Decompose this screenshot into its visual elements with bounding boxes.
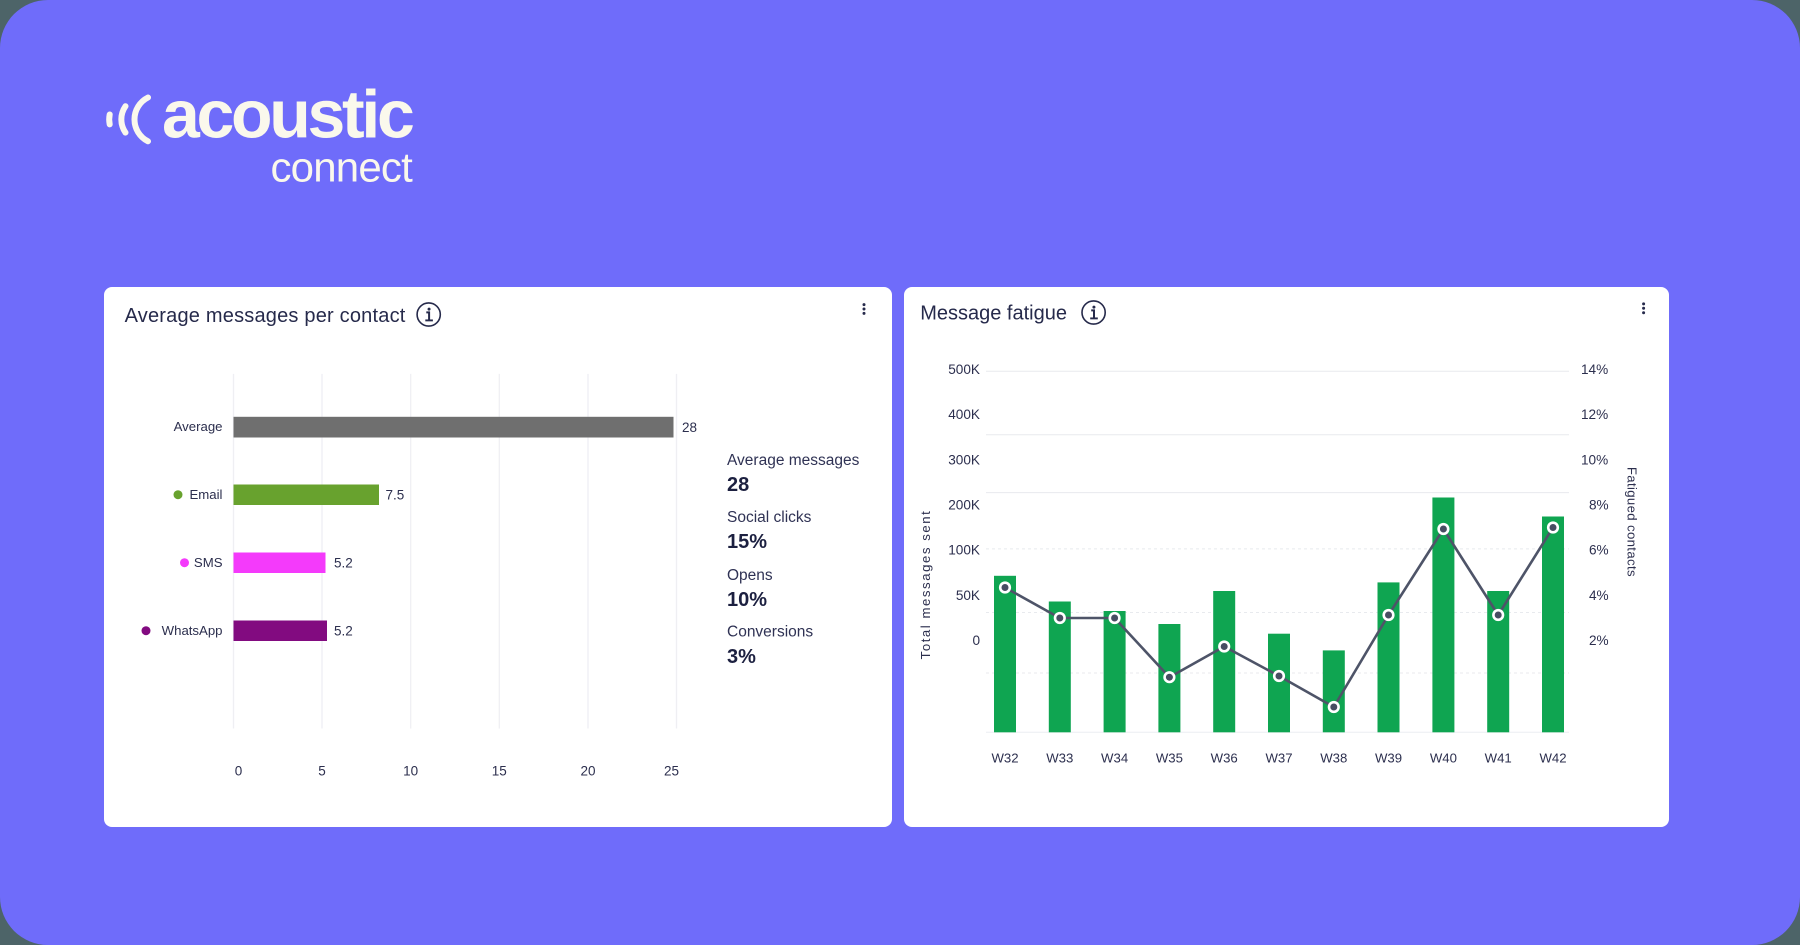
svg-text:SMS: SMS [194,555,223,570]
svg-text:15: 15 [492,764,507,779]
svg-text:Average messages: Average messages [727,452,860,469]
svg-text:W35: W35 [1156,751,1183,766]
svg-text:15%: 15% [727,531,767,553]
svg-text:W40: W40 [1430,751,1457,766]
svg-text:Conversions: Conversions [727,624,813,641]
svg-text:200K: 200K [948,498,980,513]
svg-text:W34: W34 [1101,751,1128,766]
svg-text:Message fatigue: Message fatigue [920,303,1067,325]
svg-text:6%: 6% [1589,543,1609,558]
svg-text:10%: 10% [1581,452,1608,467]
svg-text:28: 28 [727,474,749,496]
svg-text:4%: 4% [1589,588,1609,603]
svg-text:20: 20 [580,764,595,779]
svg-text:25: 25 [664,764,679,779]
svg-text:50K: 50K [956,588,980,603]
svg-text:acoustic: acoustic [162,77,413,153]
svg-text:WhatsApp: WhatsApp [162,623,223,638]
svg-text:W38: W38 [1320,751,1347,766]
svg-text:10%: 10% [727,589,767,611]
svg-text:W37: W37 [1265,751,1292,766]
svg-text:Total messages sent: Total messages sent [918,510,933,660]
svg-text:Fatigued contacts: Fatigued contacts [1624,467,1639,577]
svg-text:Average messages per contact: Average messages per contact [125,305,406,327]
svg-text:300K: 300K [948,452,980,467]
svg-text:10: 10 [403,764,418,779]
svg-text:500K: 500K [948,362,980,377]
svg-text:3%: 3% [727,646,756,668]
svg-text:5.2: 5.2 [334,624,353,639]
svg-text:W33: W33 [1046,751,1073,766]
svg-text:Opens: Opens [727,567,773,584]
svg-text:W32: W32 [991,751,1018,766]
svg-text:100K: 100K [948,543,980,558]
svg-text:400K: 400K [948,407,980,422]
svg-text:2%: 2% [1589,633,1609,648]
svg-text:connect: connect [270,143,413,190]
svg-text:14%: 14% [1581,362,1608,377]
svg-text:7.5: 7.5 [386,488,405,503]
svg-text:Average: Average [174,419,223,434]
svg-text:W41: W41 [1485,751,1512,766]
svg-text:8%: 8% [1589,498,1609,513]
svg-text:Email: Email [190,487,223,502]
svg-text:28: 28 [682,420,697,435]
svg-text:W42: W42 [1539,751,1566,766]
svg-text:5: 5 [318,764,326,779]
svg-text:0: 0 [972,633,980,648]
svg-text:W36: W36 [1211,751,1238,766]
svg-text:W39: W39 [1375,751,1402,766]
svg-text:0: 0 [235,764,243,779]
svg-text:Social clicks: Social clicks [727,509,812,526]
svg-text:12%: 12% [1581,407,1608,422]
svg-text:5.2: 5.2 [334,556,353,571]
